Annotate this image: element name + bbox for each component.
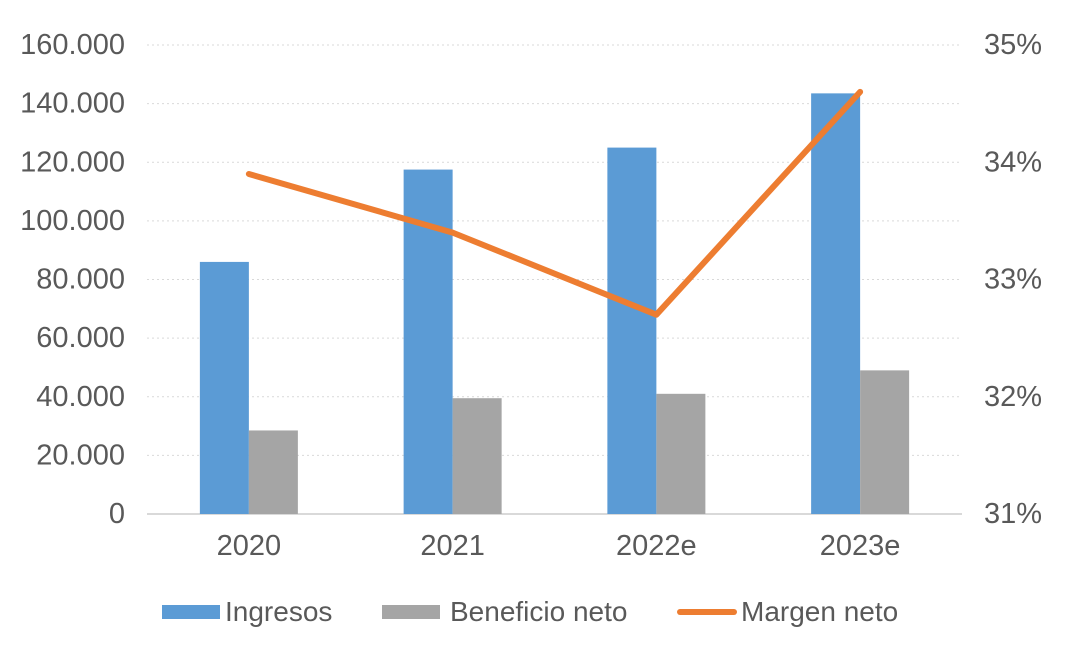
bar-ingresos-2022e [607,147,657,514]
right-axis-tick-31%: 31% [984,498,1042,530]
left-axis-tick-40.000: 40.000 [36,381,125,413]
bar-beneficio-neto-2020 [248,430,298,514]
right-axis-tick-34%: 34% [984,146,1042,178]
x-axis-label-2023e: 2023e [820,530,901,562]
bar-ingresos-2020 [199,261,249,514]
bar-beneficio-neto-2022e [656,393,706,514]
left-axis-tick-100.000: 100.000 [20,205,125,237]
left-axis-tick-160.000: 160.000 [20,29,125,61]
right-axis-tick-32%: 32% [984,381,1042,413]
right-axis-tick-35%: 35% [984,29,1042,61]
left-axis-tick-140.000: 140.000 [20,88,125,120]
line-margen-neto [245,88,864,318]
bar-beneficio-neto-2021 [452,398,502,514]
left-axis-tick-0: 0 [109,498,125,530]
right-axis-tick-33%: 33% [984,264,1042,296]
x-axis-label-2020: 2020 [217,530,282,562]
left-axis-tick-60.000: 60.000 [36,322,125,354]
x-axis-label-2021: 2021 [420,530,485,562]
x-axis-label-2022e: 2022e [616,530,697,562]
bar-ingresos-2023e [811,93,861,514]
left-axis-tick-80.000: 80.000 [36,264,125,296]
left-axis-tick-120.000: 120.000 [20,146,125,178]
left-axis-tick-20.000: 20.000 [36,439,125,471]
bar-beneficio-neto-2023e [860,370,910,514]
